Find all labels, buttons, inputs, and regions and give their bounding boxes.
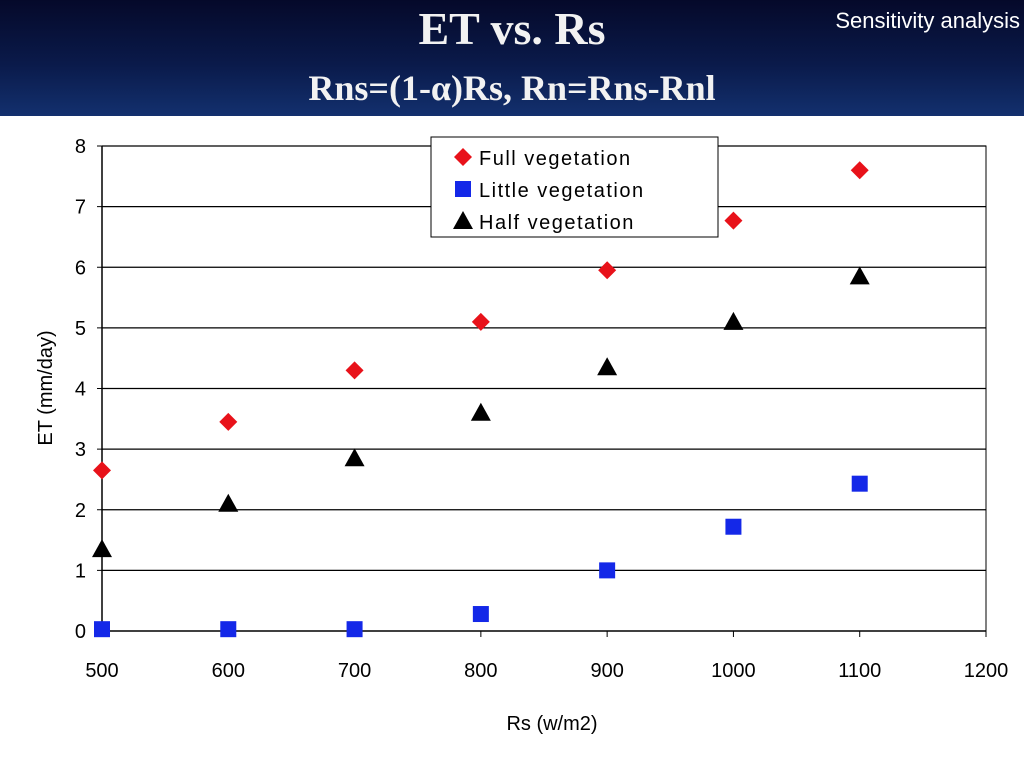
x-tick-label: 600: [212, 660, 245, 682]
section-label: Sensitivity analysis: [835, 8, 1020, 33]
legend-label: Little vegetation: [479, 180, 645, 202]
square-point: [725, 518, 742, 535]
square-point: [94, 621, 110, 638]
triangle-point: [218, 493, 239, 512]
triangle-point: [92, 539, 112, 558]
x-tick-label: 700: [338, 660, 371, 682]
diamond-point: [598, 261, 617, 280]
square-point: [599, 562, 616, 579]
scatter-chart: 500 600 700 800 900 1000 1100 1200 0 1 2 3 4 5 6 7 8 Rs…: [35, 136, 1008, 735]
x-tick-label: 1100: [838, 660, 881, 682]
x-tick-label: 800: [464, 660, 497, 682]
data-points: [92, 161, 870, 638]
triangle-point: [597, 357, 618, 376]
y-tick-label: 4: [75, 379, 86, 401]
slide-title: ET vs. Rs: [418, 3, 606, 54]
title-banner: [0, 0, 1024, 116]
x-axis-label: Rs (w/m2): [506, 713, 597, 735]
legend-marker-triangle: [453, 211, 473, 229]
y-axis-label: ET (mm/day): [35, 330, 57, 445]
triangle-point: [344, 448, 365, 467]
legend-label: Full vegetation: [479, 148, 632, 170]
legend-label: Half vegetation: [479, 212, 635, 234]
y-tick-label: 0: [75, 621, 86, 643]
triangle-point: [849, 266, 870, 285]
y-tick-label: 8: [75, 136, 86, 158]
square-point: [851, 475, 868, 492]
legend: Full vegetation Little vegetation Half veg…: [430, 136, 719, 238]
y-tick-label: 2: [75, 500, 86, 522]
x-tick-label: 1200: [964, 660, 1009, 682]
y-tick-label: 6: [75, 257, 86, 279]
triangle-point: [470, 402, 491, 421]
diamond-point: [724, 211, 743, 230]
legend-marker-square: [455, 181, 471, 197]
square-point: [472, 606, 489, 623]
y-tick-labels: 0 1 2 3 4 5 6 7 8: [75, 136, 86, 643]
y-tick-label: 5: [75, 318, 86, 340]
diamond-point: [345, 361, 364, 380]
diamond-point: [471, 312, 490, 331]
y-tick-label: 7: [75, 197, 86, 219]
x-tick-labels: 500 600 700 800 900 1000 1100 1200: [85, 660, 1008, 682]
diamond-point: [850, 161, 869, 180]
x-tick-label: 500: [85, 660, 118, 682]
triangle-point: [723, 311, 744, 330]
slide-subtitle: Rns=(1-α)Rs, Rn=Rns-Rnl: [308, 68, 716, 108]
gridlines: [102, 145, 986, 571]
square-point: [220, 621, 237, 638]
x-tick-label: 900: [590, 660, 623, 682]
square-point: [346, 621, 363, 638]
legend-box: [430, 136, 719, 238]
x-tick-label: 1000: [711, 660, 756, 682]
y-tick-label: 3: [75, 439, 86, 461]
diamond-point: [93, 461, 111, 480]
diamond-point: [219, 412, 238, 431]
legend-marker-diamond: [454, 148, 472, 166]
y-tick-label: 1: [75, 560, 86, 582]
